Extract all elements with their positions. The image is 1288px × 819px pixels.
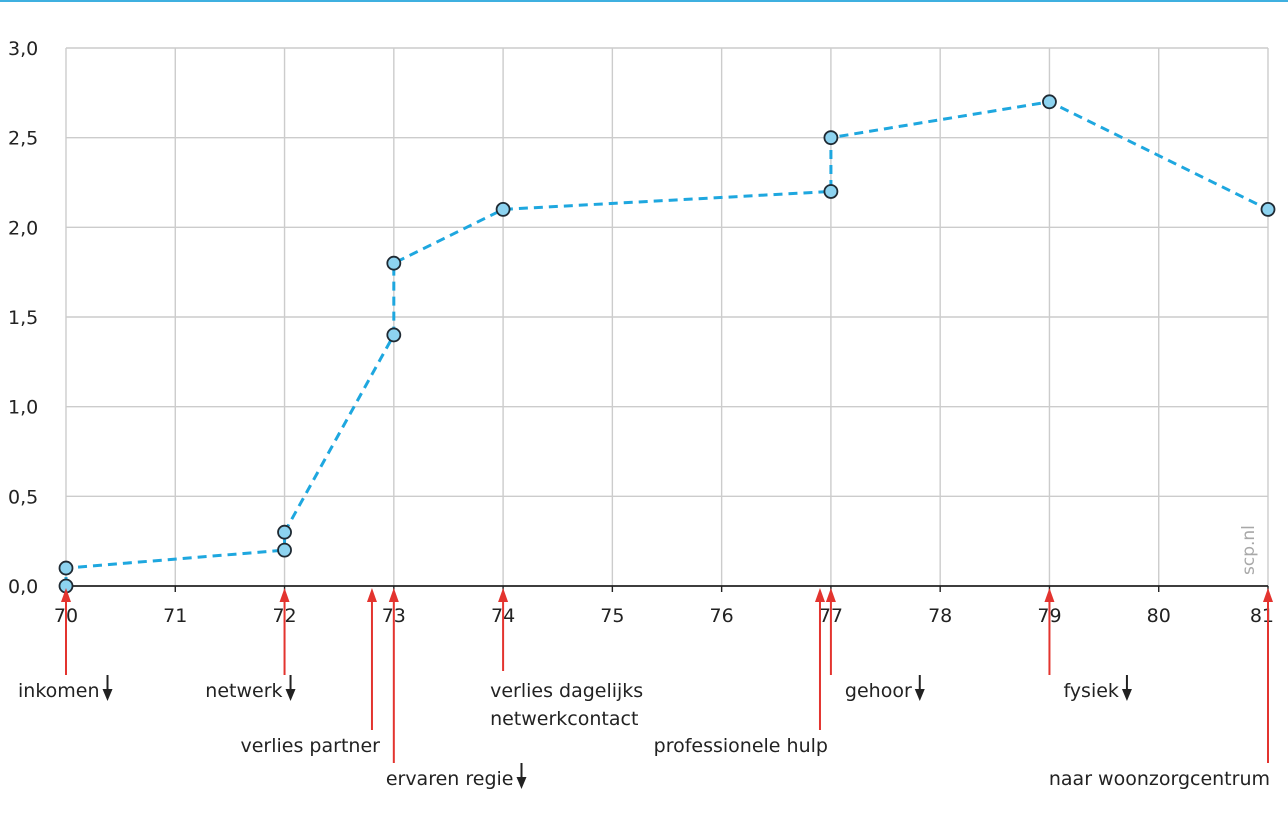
data-point bbox=[277, 524, 292, 540]
event-label: fysiek bbox=[1063, 680, 1118, 702]
y-tick-label: 1,0 bbox=[8, 397, 38, 419]
x-axis-ticks: 70 71 72 73 74 75 76 77 78 79 80 81 bbox=[54, 586, 1274, 627]
series-line bbox=[58, 94, 1276, 594]
down-arrowhead bbox=[516, 777, 527, 789]
x-tick-label: 76 bbox=[710, 605, 734, 627]
data-point bbox=[386, 327, 402, 343]
data-point bbox=[823, 130, 839, 146]
down-arrowhead bbox=[102, 689, 113, 701]
event-arrowhead bbox=[814, 588, 825, 602]
x-tick-label: 75 bbox=[600, 605, 624, 627]
grid bbox=[65, 47, 1269, 586]
event-arrowhead bbox=[1044, 588, 1055, 602]
data-point bbox=[386, 255, 402, 271]
watermark: scp.nl bbox=[1239, 525, 1259, 575]
y-tick-label: 0,0 bbox=[8, 576, 38, 598]
event-label: naar woonzorgcentrum bbox=[1049, 768, 1270, 790]
y-tick-label: 1,5 bbox=[8, 307, 38, 329]
x-tick-label: 78 bbox=[928, 605, 952, 627]
event-label: netwerkcontact bbox=[490, 708, 638, 730]
data-point bbox=[495, 201, 511, 217]
event-label: inkomen bbox=[18, 680, 100, 702]
top-rule bbox=[0, 0, 1288, 2]
event-label: verlies dagelijks bbox=[490, 680, 643, 702]
x-tick-label: 81 bbox=[1250, 605, 1274, 627]
event-arrowhead bbox=[279, 588, 290, 602]
data-point bbox=[1042, 94, 1057, 110]
event-arrowhead bbox=[1263, 588, 1273, 602]
down-arrowhead bbox=[1121, 689, 1132, 701]
event-label: netwerk bbox=[205, 680, 282, 702]
event-label: professionele hulp bbox=[654, 735, 828, 757]
event-arrowhead bbox=[498, 588, 509, 602]
data-point bbox=[58, 560, 74, 576]
event-label: gehoor bbox=[845, 680, 912, 702]
event-arrowhead bbox=[61, 588, 71, 602]
y-tick-label: 0,5 bbox=[8, 486, 38, 508]
down-arrowhead bbox=[285, 689, 296, 701]
x-tick-label: 80 bbox=[1147, 605, 1171, 627]
x-tick-label: 71 bbox=[163, 605, 187, 627]
down-arrowhead bbox=[914, 689, 925, 701]
y-tick-label: 2,0 bbox=[8, 217, 38, 239]
series-polyline bbox=[64, 100, 1269, 586]
event-label: verlies partner bbox=[241, 735, 381, 757]
y-tick-label: 3,0 bbox=[8, 38, 38, 60]
data-point bbox=[823, 184, 839, 199]
event-arrowhead bbox=[825, 588, 836, 602]
event-arrowhead bbox=[366, 588, 377, 602]
y-tick-label: 2,5 bbox=[8, 128, 38, 150]
data-point bbox=[1260, 201, 1276, 217]
y-axis-ticks: 0,0 0,5 1,0 1,5 2,0 2,5 3,0 bbox=[8, 38, 38, 598]
event-arrowhead bbox=[388, 588, 399, 602]
event-label: ervaren regie bbox=[386, 768, 514, 790]
data-point bbox=[277, 542, 292, 558]
